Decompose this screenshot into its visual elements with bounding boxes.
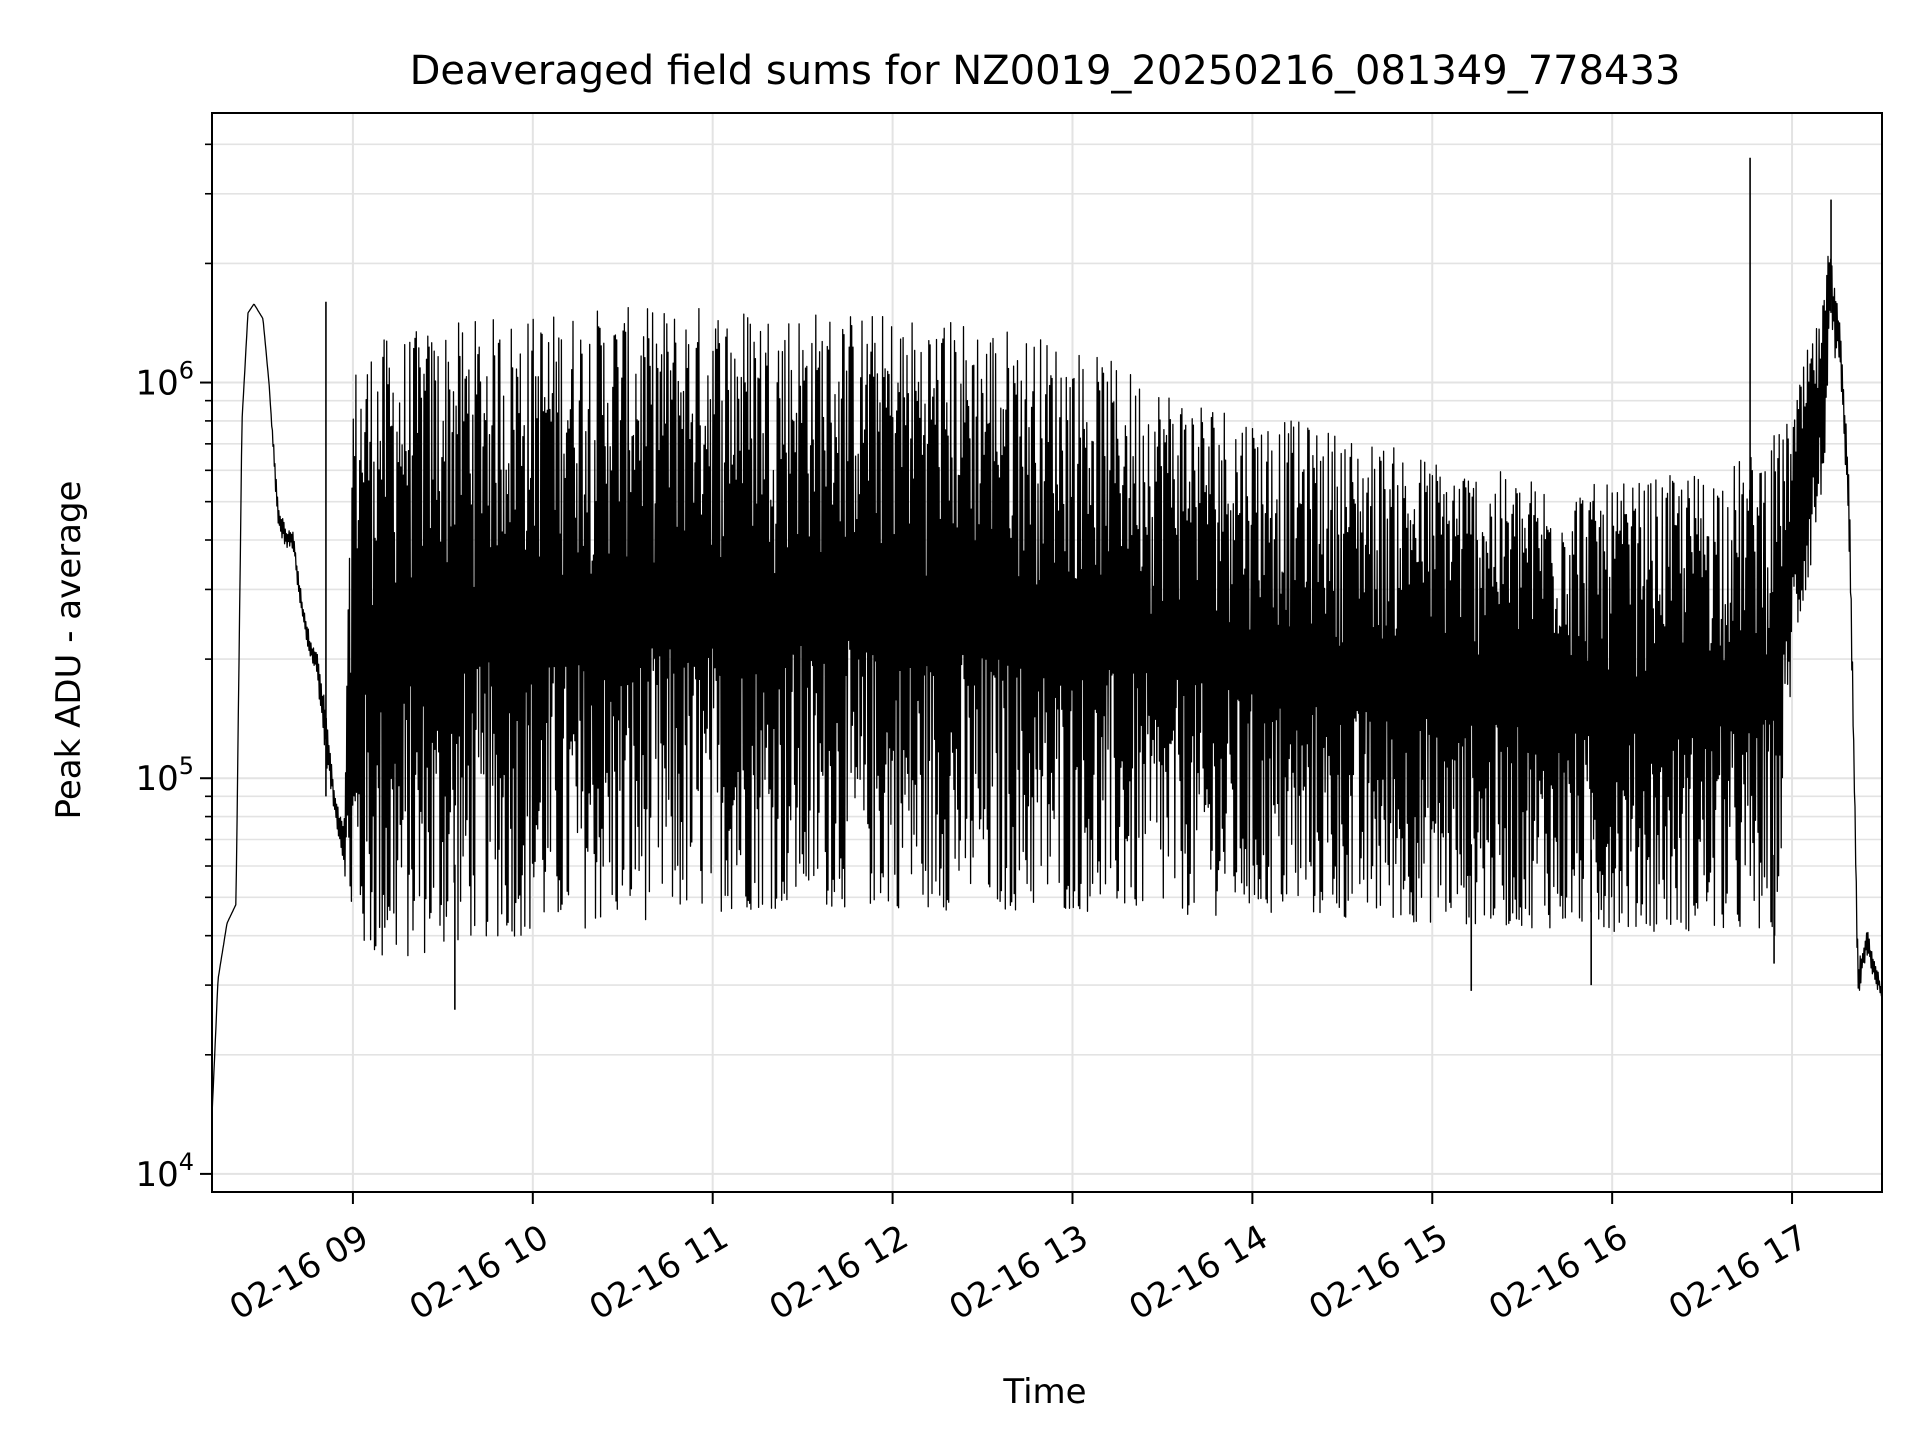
x-tick-label: 02-16 09 <box>223 1217 375 1328</box>
y-tick-label: 104 <box>135 1148 194 1195</box>
y-tick-label: 106 <box>135 357 194 404</box>
x-tick-label: 02-16 14 <box>1122 1217 1274 1328</box>
x-axis-label: Time <box>1002 1372 1086 1412</box>
x-tick-label: 02-16 12 <box>763 1217 915 1328</box>
y-axis-label: Peak ADU - average <box>49 481 89 820</box>
x-tick-label: 02-16 16 <box>1482 1217 1634 1328</box>
x-tick-label: 02-16 11 <box>583 1217 735 1328</box>
x-tick-label: 02-16 15 <box>1302 1217 1454 1328</box>
chart-title: Deaveraged field sums for NZ0019_2025021… <box>410 48 1681 94</box>
y-tick-label: 105 <box>135 752 194 799</box>
series-layer <box>211 157 1883 1117</box>
plot-frame <box>211 112 1883 1193</box>
x-tick-label: 02-16 13 <box>943 1217 1095 1328</box>
y-axis: 104 105 106 <box>135 143 212 1195</box>
series-line <box>211 255 1883 1117</box>
x-tick-label: 02-16 10 <box>403 1217 555 1328</box>
x-tick-label: 02-16 17 <box>1662 1217 1814 1328</box>
x-axis: 02-16 09 02-16 10 02-16 11 02-16 12 02-16 13… <box>223 1192 1815 1328</box>
